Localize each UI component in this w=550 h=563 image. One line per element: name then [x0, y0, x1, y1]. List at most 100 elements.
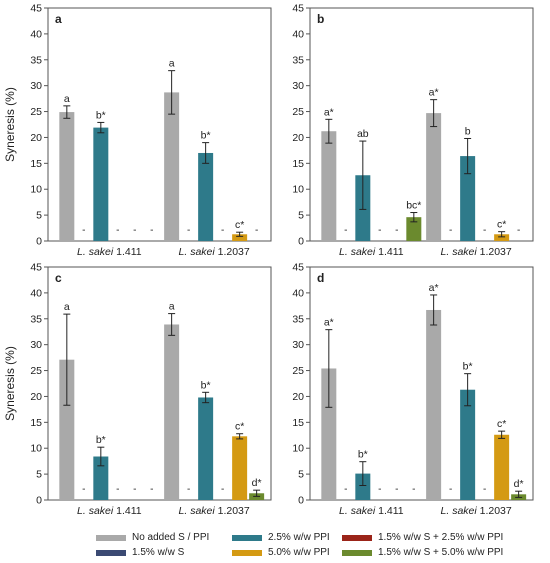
- significance-label: ab: [357, 128, 369, 140]
- bar: [198, 397, 214, 500]
- y-tick-label: 15: [292, 158, 304, 170]
- significance-label: a*: [429, 87, 439, 99]
- y-axis-label: Syneresis (%): [3, 346, 17, 421]
- y-tick-label: 45: [292, 262, 304, 274]
- legend-label: No added S / PPI: [132, 532, 210, 543]
- y-tick-label: 5: [298, 210, 304, 222]
- bar: [426, 113, 442, 241]
- x-category-label: L. sakei 1.411: [77, 246, 142, 258]
- x-category-strain: 1.411: [116, 246, 142, 258]
- x-category-strain: 1.2037: [480, 505, 512, 517]
- y-tick-label: 15: [292, 417, 304, 429]
- plot-frame: [47, 7, 272, 242]
- bar: [198, 152, 214, 241]
- x-category-strain: 1.411: [116, 505, 142, 517]
- significance-label: a*: [429, 282, 439, 294]
- significance-label: c*: [235, 219, 244, 231]
- significance-label: b*: [463, 361, 473, 373]
- y-tick-label: 40: [292, 28, 304, 40]
- significance-label: a: [169, 301, 175, 313]
- no-data-mark: -: [449, 225, 452, 236]
- legend-swatch: [96, 534, 126, 541]
- bar: [232, 234, 248, 241]
- y-tick-label: 15: [30, 417, 42, 429]
- significance-label: c*: [235, 421, 244, 433]
- significance-label: b*: [358, 449, 368, 461]
- y-tick-label: 0: [298, 236, 304, 248]
- y-tick-label: 25: [30, 365, 42, 377]
- legend-label: 2.5% w/w PPI: [268, 532, 330, 543]
- y-tick-label: 25: [30, 106, 42, 118]
- panel-letter: a: [55, 12, 62, 26]
- y-tick-label: 25: [292, 106, 304, 118]
- y-tick-label: 40: [30, 28, 42, 40]
- bar: [494, 234, 510, 241]
- y-tick-label: 35: [292, 313, 304, 325]
- no-data-mark: -: [395, 225, 398, 236]
- significance-label: b*: [96, 434, 106, 446]
- y-tick-label: 40: [30, 287, 42, 299]
- bar: [164, 324, 180, 500]
- no-data-mark: -: [255, 225, 258, 236]
- y-tick-label: 40: [292, 287, 304, 299]
- x-category-strain: 1.411: [378, 246, 404, 258]
- no-data-mark: -: [412, 484, 415, 495]
- x-category-genus: L. sakei: [179, 246, 218, 258]
- bar: [494, 434, 510, 500]
- significance-label: a: [64, 301, 70, 313]
- bar: [321, 368, 337, 500]
- significance-label: a: [169, 58, 175, 70]
- bar: [232, 436, 248, 500]
- x-category-label: L. sakei 1.411: [77, 505, 142, 517]
- no-data-mark: -: [187, 225, 190, 236]
- no-data-mark: -: [133, 484, 136, 495]
- y-tick-label: 0: [298, 495, 304, 507]
- y-tick-label: 45: [292, 3, 304, 15]
- no-data-mark: -: [378, 484, 381, 495]
- x-category-genus: L. sakei: [441, 246, 480, 258]
- legend-item: 1.5% w/w S + 2.5% w/w PPI: [342, 532, 503, 543]
- legend-swatch: [232, 534, 262, 541]
- plot-frame: [47, 266, 272, 501]
- panel-letter: d: [317, 271, 324, 285]
- no-data-mark: -: [150, 225, 153, 236]
- significance-label: c*: [497, 219, 506, 231]
- bar: [59, 112, 75, 241]
- y-tick-label: 45: [30, 3, 42, 15]
- significance-label: b*: [201, 130, 211, 142]
- y-tick-label: 30: [30, 339, 42, 351]
- no-data-mark: -: [378, 225, 381, 236]
- bar: [426, 309, 442, 500]
- bar: [460, 156, 476, 241]
- no-data-mark: -: [395, 484, 398, 495]
- significance-label: bc*: [406, 200, 421, 212]
- legend-item: No added S / PPI: [96, 532, 209, 543]
- legend-item: 1.5% w/w S + 5.0% w/w PPI: [342, 547, 503, 558]
- no-data-mark: -: [116, 225, 119, 236]
- y-tick-label: 10: [30, 443, 42, 455]
- significance-label: a*: [324, 317, 334, 329]
- x-category-strain: 1.2037: [218, 505, 250, 517]
- y-tick-label: 10: [292, 184, 304, 196]
- legend-label: 1.5% w/w S: [132, 547, 185, 558]
- no-data-mark: -: [82, 225, 85, 236]
- no-data-mark: -: [483, 484, 486, 495]
- legend-swatch: [342, 534, 372, 541]
- x-category-genus: L. sakei: [339, 246, 378, 258]
- legend-item: 2.5% w/w PPI: [232, 532, 330, 543]
- y-tick-label: 30: [30, 80, 42, 92]
- significance-label: d*: [514, 478, 524, 490]
- y-tick-label: 0: [36, 236, 42, 248]
- x-category-genus: L. sakei: [77, 246, 116, 258]
- significance-label: b*: [96, 109, 106, 121]
- legend-item: 5.0% w/w PPI: [232, 547, 330, 558]
- y-tick-label: 35: [30, 313, 42, 325]
- bar: [93, 456, 109, 500]
- no-data-mark: -: [221, 225, 224, 236]
- legend-swatch: [96, 549, 126, 556]
- y-tick-label: 35: [292, 54, 304, 66]
- plot-frame: [309, 7, 534, 242]
- x-category-label: L. sakei 1.2037: [179, 246, 250, 258]
- significance-label: c*: [497, 418, 506, 430]
